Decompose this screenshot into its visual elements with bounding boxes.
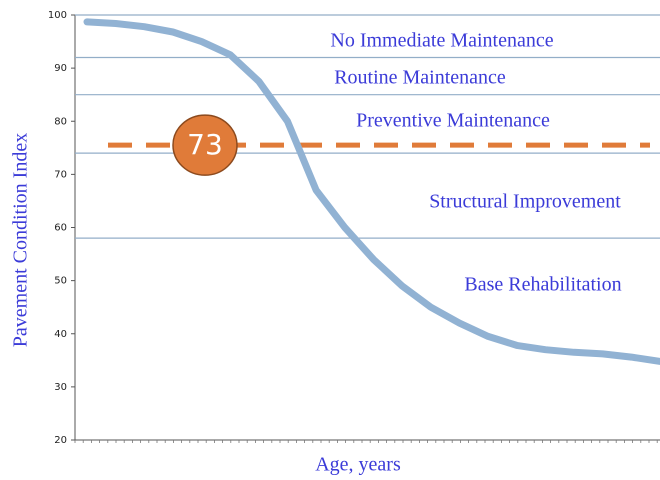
y-tick-label: 60: [54, 223, 67, 234]
zone-label: Routine Maintenance: [334, 67, 506, 89]
y-tick-label: 80: [54, 116, 67, 127]
zone-label: No Immediate Maintenance: [330, 30, 553, 52]
threshold-badge-label: 73: [187, 128, 223, 161]
zone-label: Structural Improvement: [429, 191, 621, 213]
y-tick-label: 70: [54, 169, 67, 180]
y-axis-label: Pavement Condition Index: [10, 133, 32, 347]
y-tick-label: 50: [54, 276, 67, 287]
y-tick-label: 20: [54, 435, 67, 446]
deterioration-curve: [83, 18, 660, 365]
zone-label: Base Rehabilitation: [464, 274, 621, 296]
y-tick-label: 30: [54, 382, 67, 393]
zone-label: Preventive Maintenance: [356, 110, 550, 132]
x-axis-label: Age, years: [315, 454, 401, 476]
threshold-badge: [172, 114, 238, 176]
y-tick-label: 100: [48, 10, 67, 21]
y-tick-label: 90: [54, 63, 67, 74]
y-tick-label: 40: [54, 329, 67, 340]
